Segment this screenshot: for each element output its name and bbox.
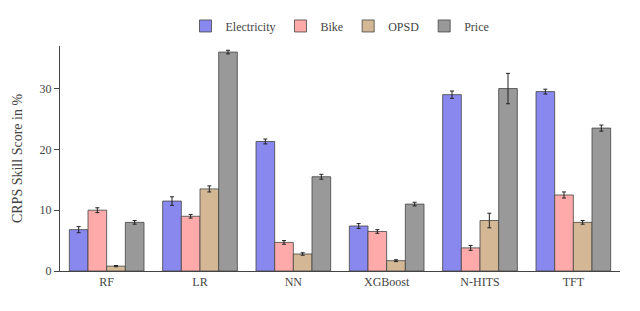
svg-text:OPSD: OPSD	[388, 20, 419, 34]
svg-text:N-HITS: N-HITS	[460, 275, 499, 289]
svg-text:10: 10	[40, 203, 52, 217]
svg-text:Bike: Bike	[320, 20, 343, 34]
svg-text:RF: RF	[99, 275, 114, 289]
svg-text:XGBoost: XGBoost	[364, 275, 410, 289]
svg-text:30: 30	[40, 82, 52, 96]
svg-text:NN: NN	[285, 275, 303, 289]
svg-text:Price: Price	[464, 20, 489, 34]
svg-text:TFT: TFT	[563, 275, 585, 289]
svg-text:20: 20	[40, 143, 52, 157]
svg-text:CRPS Skill Score in %: CRPS Skill Score in %	[10, 94, 25, 223]
svg-text:Electricity: Electricity	[226, 20, 276, 34]
svg-text:0: 0	[46, 264, 52, 278]
svg-text:LR: LR	[192, 275, 207, 289]
